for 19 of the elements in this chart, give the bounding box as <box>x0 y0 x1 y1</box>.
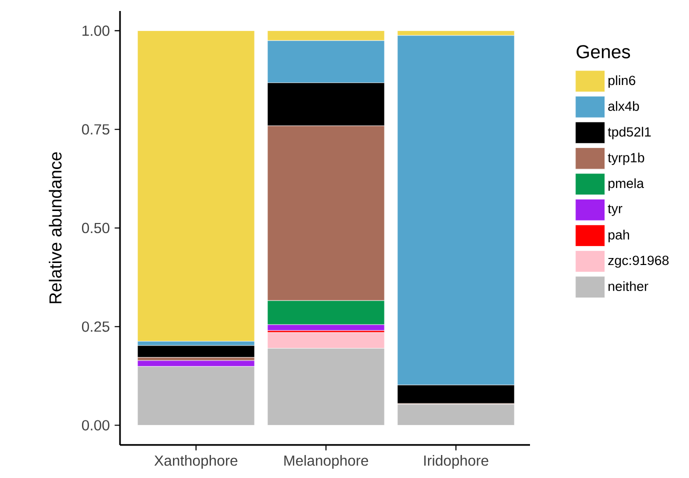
y-tick-label: 0.00 <box>82 420 110 430</box>
x-tick-label: Melanophore <box>284 455 368 469</box>
legend-label: tyr <box>608 204 622 216</box>
x-tick-label: Xanthophore <box>154 455 238 469</box>
y-tick-label: 0.25 <box>82 321 110 332</box>
y-tick-label: 0.75 <box>82 124 110 135</box>
legend-label: pmela <box>608 178 644 191</box>
x-tick-label: Iridophore <box>424 455 488 469</box>
legend-label: neither <box>608 281 648 292</box>
legend-title: Genes <box>576 45 630 58</box>
legend-label: tpd52l1 <box>608 126 651 140</box>
legend-label: zgc:91968 <box>608 256 669 268</box>
y-tick-label: 0.50 <box>82 222 110 234</box>
y-tick-label: 1.00 <box>82 26 110 36</box>
legend-label: alx4b <box>608 101 639 111</box>
legend-label: tyrp1b <box>608 152 644 166</box>
legend-label: plin6 <box>608 75 636 88</box>
y-axis-title: Relative abundance <box>48 152 62 304</box>
legend-label: pah <box>608 230 630 242</box>
